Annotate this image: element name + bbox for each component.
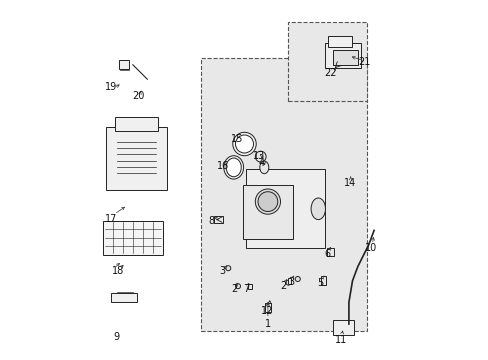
Ellipse shape [258, 192, 277, 212]
Text: 18: 18 [111, 266, 123, 276]
Ellipse shape [232, 132, 256, 156]
Ellipse shape [259, 161, 268, 174]
Text: 8: 8 [208, 216, 214, 226]
FancyBboxPatch shape [201, 58, 366, 331]
Text: 5: 5 [316, 278, 323, 288]
Text: 17: 17 [105, 213, 117, 224]
Ellipse shape [295, 276, 300, 282]
Bar [332, 320, 354, 335]
Text: 14: 14 [343, 177, 355, 188]
Text: 2: 2 [231, 284, 237, 294]
Bar [103, 220, 163, 255]
Text: 19: 19 [105, 82, 117, 92]
Text: 11: 11 [334, 335, 346, 345]
Text: 3: 3 [219, 266, 225, 276]
Ellipse shape [310, 198, 325, 220]
Text: 1: 1 [264, 319, 270, 329]
Text: 9: 9 [113, 332, 120, 342]
Bar [111, 292, 136, 302]
FancyBboxPatch shape [287, 22, 366, 101]
Text: 4: 4 [258, 158, 264, 168]
Text: 16: 16 [216, 161, 228, 171]
Ellipse shape [225, 266, 230, 271]
Bar [115, 117, 158, 131]
Bar [332, 50, 357, 65]
Ellipse shape [255, 189, 280, 214]
Bar [118, 60, 129, 69]
Text: 22: 22 [323, 68, 336, 78]
Text: 13: 13 [253, 151, 265, 161]
Text: 15: 15 [231, 134, 243, 144]
Bar [214, 216, 223, 223]
Ellipse shape [225, 158, 241, 177]
Bar [320, 276, 325, 285]
Text: 10: 10 [365, 243, 377, 253]
Ellipse shape [285, 280, 290, 285]
Bar [327, 36, 351, 47]
Bar [287, 278, 291, 284]
Text: 7: 7 [243, 284, 248, 294]
Ellipse shape [235, 284, 240, 289]
Text: 2: 2 [280, 281, 286, 291]
Bar [264, 303, 270, 312]
Bar [106, 127, 167, 190]
Ellipse shape [224, 156, 243, 179]
Ellipse shape [235, 135, 253, 153]
Bar [325, 43, 361, 68]
Bar [242, 185, 292, 239]
Ellipse shape [255, 151, 265, 162]
Text: 6: 6 [324, 249, 330, 259]
Bar [247, 284, 251, 289]
Text: 20: 20 [132, 91, 144, 101]
Text: 3: 3 [287, 277, 293, 287]
Text: 21: 21 [357, 57, 370, 67]
Text: 12: 12 [260, 306, 272, 316]
Bar [326, 248, 334, 256]
Bar [246, 169, 325, 248]
